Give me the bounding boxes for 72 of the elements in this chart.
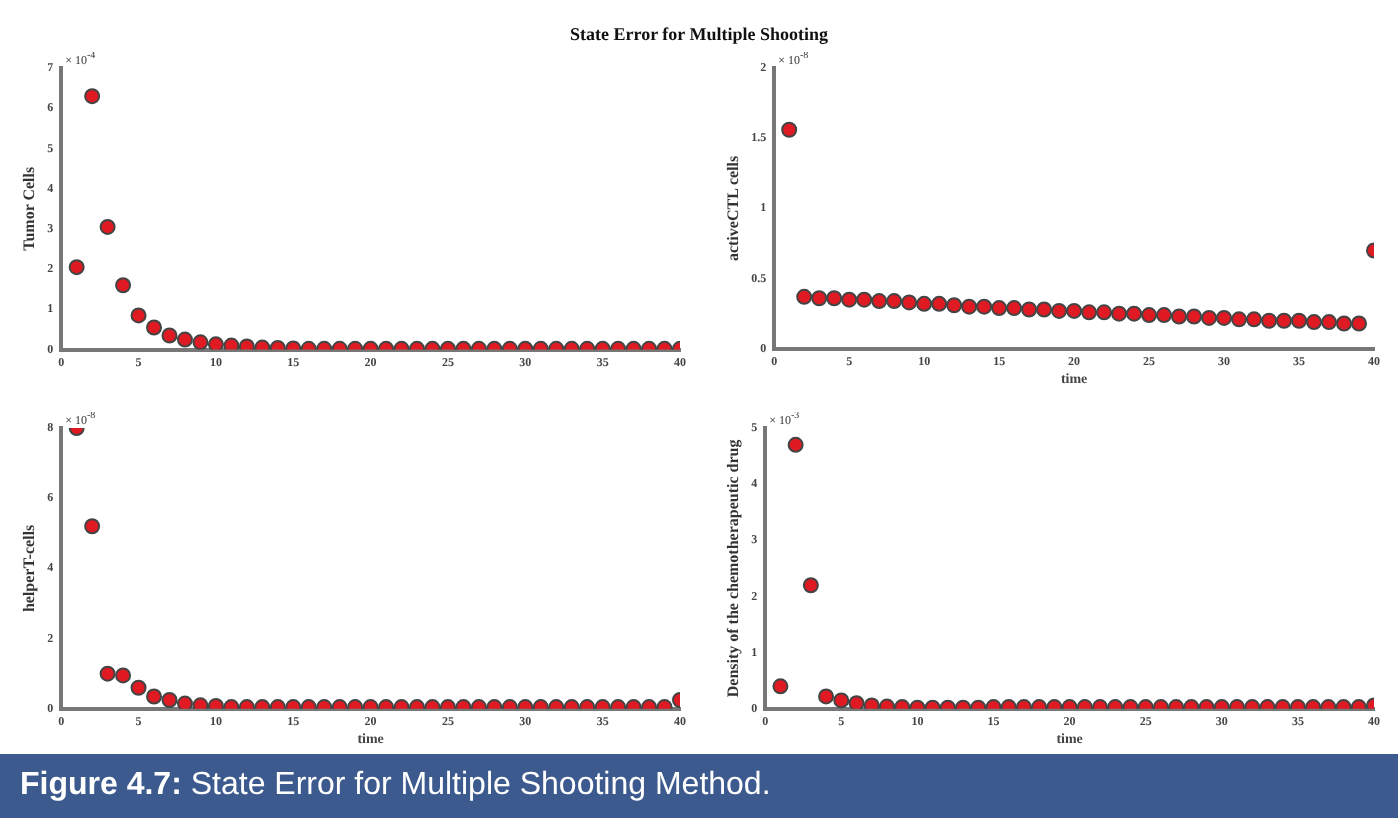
point xyxy=(1336,315,1353,332)
y-axis-title: Tumor Cells xyxy=(19,166,38,251)
point xyxy=(1111,305,1128,322)
point xyxy=(68,259,85,276)
point xyxy=(176,331,193,348)
point xyxy=(84,518,101,535)
point xyxy=(1201,309,1218,326)
point xyxy=(802,577,819,594)
point xyxy=(1036,301,1053,318)
point xyxy=(115,667,132,684)
point xyxy=(976,298,993,315)
point xyxy=(811,290,828,307)
point xyxy=(1321,314,1338,331)
point xyxy=(1141,307,1158,324)
point xyxy=(1306,314,1323,331)
point xyxy=(1186,308,1203,325)
point xyxy=(818,688,835,705)
point xyxy=(848,695,865,709)
point xyxy=(781,121,798,138)
point xyxy=(1216,309,1233,326)
point xyxy=(787,436,804,453)
point xyxy=(207,336,224,350)
point xyxy=(856,291,873,308)
point xyxy=(916,295,933,312)
caption: Figure 4.7: State Error for Multiple Shooting Method. xyxy=(20,768,771,802)
point xyxy=(796,288,813,305)
point xyxy=(146,319,163,336)
point xyxy=(115,277,132,294)
point xyxy=(871,293,888,310)
point xyxy=(841,291,858,308)
point xyxy=(1261,312,1278,329)
y-axis-title: Density of the chemotherapeutic drug xyxy=(723,439,742,698)
point xyxy=(1051,302,1068,319)
point xyxy=(991,300,1008,317)
point xyxy=(99,665,116,682)
point xyxy=(886,293,903,310)
point xyxy=(1156,307,1173,324)
point xyxy=(1066,302,1083,319)
point xyxy=(238,338,255,350)
point xyxy=(130,679,147,696)
point xyxy=(192,697,209,709)
point xyxy=(1096,304,1113,321)
point xyxy=(1126,305,1143,322)
point xyxy=(223,337,240,350)
point xyxy=(192,334,209,350)
point xyxy=(961,298,978,315)
point xyxy=(826,290,843,307)
point xyxy=(161,327,178,344)
y-axis-title: activeCTL cells xyxy=(723,155,742,262)
point xyxy=(99,218,116,235)
point xyxy=(863,697,880,709)
point xyxy=(946,297,963,314)
point xyxy=(1231,311,1248,328)
point xyxy=(176,695,193,709)
point xyxy=(833,692,850,709)
point xyxy=(931,295,948,312)
point xyxy=(1291,312,1308,329)
point xyxy=(1006,300,1023,317)
point xyxy=(1081,304,1098,321)
point xyxy=(1246,311,1263,328)
point xyxy=(772,678,789,695)
point xyxy=(207,697,224,709)
point xyxy=(901,294,918,311)
y-axis-title: helperT-cells xyxy=(19,524,38,613)
point xyxy=(1351,315,1368,332)
point xyxy=(130,307,147,324)
point xyxy=(84,88,101,105)
point xyxy=(1171,308,1188,325)
point xyxy=(146,688,163,705)
point xyxy=(1276,312,1293,329)
point xyxy=(1021,301,1038,318)
chart-title: State Error for Multiple Shooting xyxy=(568,24,830,44)
